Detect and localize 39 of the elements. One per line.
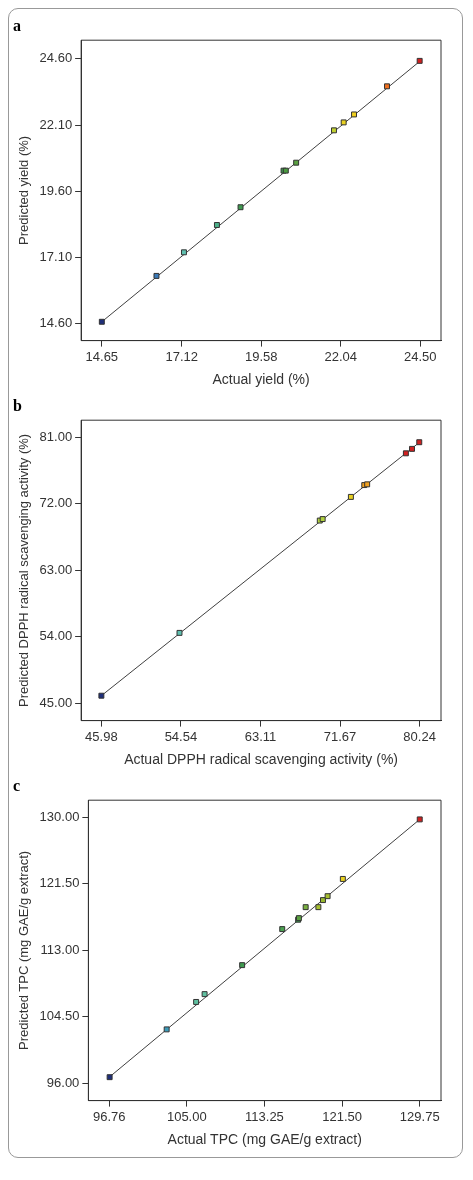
x-tick-label: 121.50 xyxy=(322,1108,362,1124)
y-axis-title: Predicted yield (%) xyxy=(16,135,32,245)
x-tick-label: 24.50 xyxy=(404,348,437,364)
x-axis-title: Actual yield (%) xyxy=(212,371,310,388)
x-tick-label: 96.76 xyxy=(92,1108,126,1124)
y-tick-label: 96.00 xyxy=(46,1075,80,1091)
y-axis-title: Predicted DPPH radical scavenging activity (%) xyxy=(16,433,32,707)
y-tick-label: 14.60 xyxy=(39,315,73,331)
x-tick-label: 17.12 xyxy=(165,348,198,364)
y-tick-label: 72.00 xyxy=(39,495,73,511)
x-tick-label: 113.25 xyxy=(245,1108,284,1124)
x-tick-label: 105.00 xyxy=(166,1108,207,1124)
x-axis-title: Actual TPC (mg GAE/g extract) xyxy=(167,1131,362,1148)
y-tick-label: 104.50 xyxy=(39,1008,80,1024)
x-tick-label: 14.65 xyxy=(85,348,119,364)
y-tick-label: 121.50 xyxy=(39,875,80,891)
x-axis-title: Actual DPPH radical scavenging activity (%) xyxy=(124,751,399,768)
y-tick-label: 130.00 xyxy=(39,808,80,824)
x-tick-label: 19.58 xyxy=(244,348,278,364)
chart-title: c xyxy=(13,776,21,794)
y-tick-label: 45.00 xyxy=(39,694,73,710)
x-tick-label: 63.11 xyxy=(244,728,277,744)
x-tick-label: 129.75 xyxy=(399,1108,440,1124)
y-tick-label: 24.60 xyxy=(39,50,73,66)
chart-title: a xyxy=(13,16,21,34)
y-tick-label: 113.00 xyxy=(40,941,80,957)
chart-title: b xyxy=(13,396,22,414)
y-axis-title: Predicted TPC (mg GAE/g extract) xyxy=(16,850,32,1050)
x-tick-label: 80.24 xyxy=(403,728,436,744)
x-tick-label: 54.54 xyxy=(164,728,198,744)
x-tick-label: 71.67 xyxy=(323,728,357,744)
y-tick-label: 54.00 xyxy=(39,628,73,644)
y-tick-label: 63.00 xyxy=(39,561,73,577)
x-tick-label: 45.98 xyxy=(85,728,118,744)
y-tick-label: 17.10 xyxy=(39,249,73,265)
y-tick-label: 81.00 xyxy=(39,428,73,444)
y-tick-label: 22.10 xyxy=(39,116,73,132)
x-tick-label: 22.04 xyxy=(324,348,358,364)
y-tick-label: 19.60 xyxy=(39,182,73,198)
